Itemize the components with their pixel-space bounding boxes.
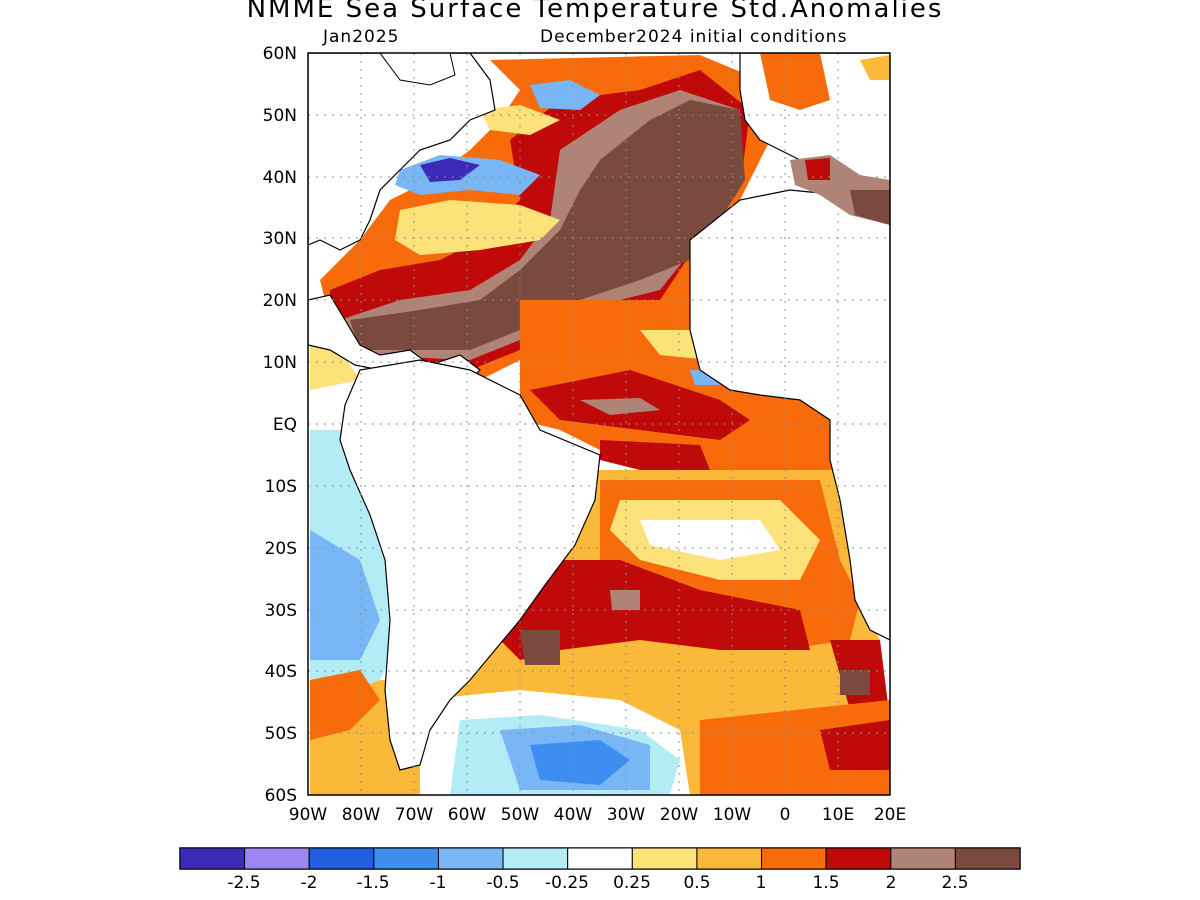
colorbar-label: -0.5 [486, 873, 519, 893]
anomaly-region [805, 158, 830, 180]
map-gridlines [308, 53, 890, 795]
colorbar-swatch [825, 847, 892, 870]
colorbar-label: -1.5 [356, 873, 389, 893]
lon-label: 20E [874, 805, 906, 825]
lat-label: EQ [273, 415, 297, 435]
colorbar-swatch [761, 847, 827, 870]
colorbar-label: 0.5 [683, 873, 710, 893]
lon-label: 10E [822, 805, 854, 825]
lat-label: 10S [265, 477, 297, 497]
lon-label: 60W [448, 805, 487, 825]
colorbar-label: 0.25 [613, 873, 651, 893]
colorbar-swatch [437, 847, 504, 870]
colorbar-swatch [890, 847, 956, 870]
anomaly-region [310, 340, 360, 390]
anomaly-region [850, 190, 890, 225]
lat-label: 50S [265, 724, 297, 744]
lat-label: 40N [263, 168, 297, 188]
anomaly-region [860, 55, 890, 80]
lat-label: 20S [265, 539, 297, 559]
lon-label: 70W [395, 805, 434, 825]
anomaly-region [520, 630, 560, 665]
colorbar-label: -2 [301, 873, 318, 893]
lat-label: 30N [263, 229, 297, 249]
anomaly-region [760, 53, 830, 110]
lat-label: 10N [263, 353, 297, 373]
lat-label: 60N [263, 44, 297, 64]
lon-label: 0 [780, 805, 791, 825]
colorbar-swatch [244, 847, 310, 870]
lat-label: 20N [263, 291, 297, 311]
lon-label: 50W [501, 805, 540, 825]
colorbar-label: 2 [886, 873, 897, 893]
lat-label: 50N [263, 106, 297, 126]
anomaly-region [310, 740, 400, 795]
colorbar-swatch [308, 847, 375, 870]
colorbar-label: 1.5 [812, 873, 839, 893]
lon-label: 20W [660, 805, 699, 825]
lon-label: 10W [713, 805, 752, 825]
longitude-axis: 90W 80W 70W 60W 50W 40W 30W 20W 10W 0 10… [289, 805, 906, 825]
colorbar-swatch [373, 847, 439, 870]
anomaly-region [395, 200, 560, 255]
anomaly-region [640, 520, 780, 560]
lon-label: 30W [607, 805, 646, 825]
initial-conditions-label: December2024 initial conditions [540, 27, 848, 47]
latitude-axis: 60N 50N 40N 30N 20N 10N EQ 10S 20S 30S 4… [263, 44, 297, 806]
anomaly-region [420, 158, 480, 182]
anomaly-region [700, 700, 890, 795]
anomaly-region [310, 670, 380, 740]
colorbar-label: -1 [430, 873, 447, 893]
colorbar-swatch [696, 847, 763, 870]
colorbar-legend: -2.5 -2 -1.5 -1 -0.5 -0.25 0.25 0.5 1 1.… [179, 847, 1021, 893]
lat-label: 60S [265, 786, 297, 806]
anomaly-field [308, 53, 890, 795]
anomaly-region [600, 440, 710, 470]
anomaly-region [350, 100, 745, 350]
colorbar-swatch [631, 847, 698, 870]
lon-label: 90W [289, 805, 328, 825]
anomaly-region [580, 398, 660, 415]
landmass-north-america [308, 53, 496, 251]
landmass-greenland-coast [379, 53, 456, 86]
lat-label: 30S [265, 601, 297, 621]
anomaly-region [480, 105, 560, 135]
anomaly-region [500, 560, 810, 660]
colorbar-label: -0.25 [545, 873, 589, 893]
anomaly-region [610, 590, 640, 610]
anomaly-region [530, 80, 600, 110]
colorbar-label: 2.5 [941, 873, 968, 893]
colorbar-swatch [567, 847, 633, 870]
lon-label: 80W [342, 805, 381, 825]
anomaly-region [530, 740, 630, 785]
colorbar-label: 1 [756, 873, 767, 893]
landmass-central-america [308, 294, 481, 381]
colorbar-swatch [954, 847, 1021, 870]
landmass-south-america [339, 359, 601, 771]
lon-label: 40W [554, 805, 593, 825]
anomaly-region [840, 670, 870, 695]
lat-label: 40S [265, 662, 297, 682]
anomaly-region [310, 530, 380, 660]
colorbar-label: -2.5 [227, 873, 260, 893]
colorbar-swatch [502, 847, 569, 870]
colorbar-swatch [179, 847, 246, 870]
forecast-month: Jan2025 [323, 27, 400, 47]
map-frame [307, 52, 891, 796]
map-title: NMME Sea Surface Temperature Std.Anomali… [246, 0, 944, 24]
